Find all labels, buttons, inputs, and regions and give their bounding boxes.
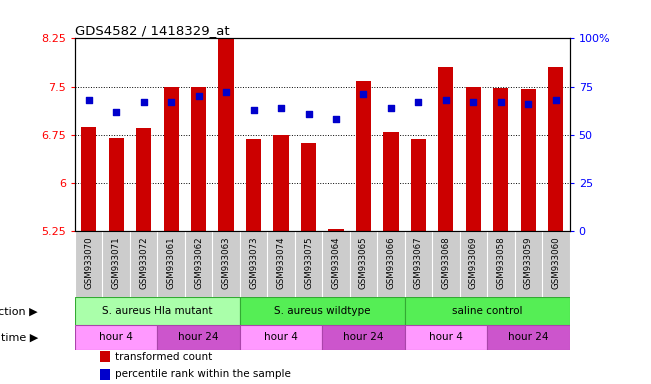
Point	[111, 109, 121, 115]
Text: hour 4: hour 4	[429, 333, 463, 343]
Text: percentile rank within the sample: percentile rank within the sample	[115, 369, 291, 379]
Text: hour 24: hour 24	[343, 333, 383, 343]
Bar	[493, 88, 508, 231]
Bar	[100, 351, 111, 362]
Point	[248, 107, 258, 113]
Text: GSM933061: GSM933061	[167, 237, 176, 289]
Text: GSM933067: GSM933067	[414, 237, 423, 289]
Text: GSM933065: GSM933065	[359, 237, 368, 289]
Text: GSM933069: GSM933069	[469, 237, 478, 289]
Bar	[191, 87, 206, 231]
Text: GSM933075: GSM933075	[304, 237, 313, 289]
Point	[303, 111, 314, 117]
Point	[139, 99, 149, 105]
Text: GSM933070: GSM933070	[84, 237, 93, 289]
Bar	[240, 298, 405, 325]
Text: GSM933060: GSM933060	[551, 237, 561, 289]
Text: saline control: saline control	[452, 306, 522, 316]
Bar	[548, 67, 564, 231]
Point	[551, 97, 561, 103]
Bar	[438, 67, 454, 231]
Text: S. aureus Hla mutant: S. aureus Hla mutant	[102, 306, 213, 316]
Text: GSM933063: GSM933063	[221, 237, 230, 289]
Point	[83, 97, 94, 103]
Bar	[109, 138, 124, 231]
Point	[331, 116, 341, 122]
Text: GDS4582 / 1418329_at: GDS4582 / 1418329_at	[75, 24, 230, 37]
Bar	[411, 139, 426, 231]
Bar	[75, 325, 158, 350]
Text: hour 24: hour 24	[178, 333, 219, 343]
Point	[358, 91, 368, 98]
Text: GSM933058: GSM933058	[497, 237, 505, 289]
Text: transformed count: transformed count	[115, 351, 213, 361]
Bar	[273, 135, 288, 231]
Text: GSM933072: GSM933072	[139, 237, 148, 289]
Point	[193, 93, 204, 99]
Bar	[136, 128, 151, 231]
Point	[523, 101, 534, 107]
Bar	[383, 132, 398, 231]
Text: S. aureus wildtype: S. aureus wildtype	[274, 306, 370, 316]
Bar	[158, 325, 240, 350]
Point	[166, 99, 176, 105]
Point	[386, 105, 396, 111]
Bar	[466, 87, 481, 231]
Text: hour 4: hour 4	[99, 333, 133, 343]
Point	[441, 97, 451, 103]
Bar	[322, 325, 405, 350]
Point	[495, 99, 506, 105]
Bar	[356, 81, 371, 231]
Bar	[163, 87, 178, 231]
Text: GSM933071: GSM933071	[111, 237, 120, 289]
Text: GSM933068: GSM933068	[441, 237, 450, 289]
Bar	[219, 19, 234, 231]
Bar	[246, 139, 261, 231]
Point	[468, 99, 478, 105]
Bar	[100, 369, 111, 379]
Bar	[301, 143, 316, 231]
Text: GSM933073: GSM933073	[249, 237, 258, 289]
Point	[221, 89, 231, 96]
Bar	[405, 298, 570, 325]
Text: hour 24: hour 24	[508, 333, 549, 343]
Text: infection ▶: infection ▶	[0, 306, 38, 316]
Bar	[328, 229, 344, 231]
Text: GSM933059: GSM933059	[524, 237, 533, 289]
Bar	[405, 325, 487, 350]
Bar	[487, 325, 570, 350]
Bar	[75, 298, 240, 325]
Text: GSM933064: GSM933064	[331, 237, 340, 289]
Point	[413, 99, 424, 105]
Text: GSM933062: GSM933062	[194, 237, 203, 289]
Point	[276, 105, 286, 111]
Text: GSM933074: GSM933074	[277, 237, 286, 289]
Bar	[240, 325, 322, 350]
Bar	[521, 89, 536, 231]
Bar	[81, 126, 96, 231]
Text: time ▶: time ▶	[1, 333, 38, 343]
Text: hour 4: hour 4	[264, 333, 298, 343]
Text: GSM933066: GSM933066	[387, 237, 395, 289]
